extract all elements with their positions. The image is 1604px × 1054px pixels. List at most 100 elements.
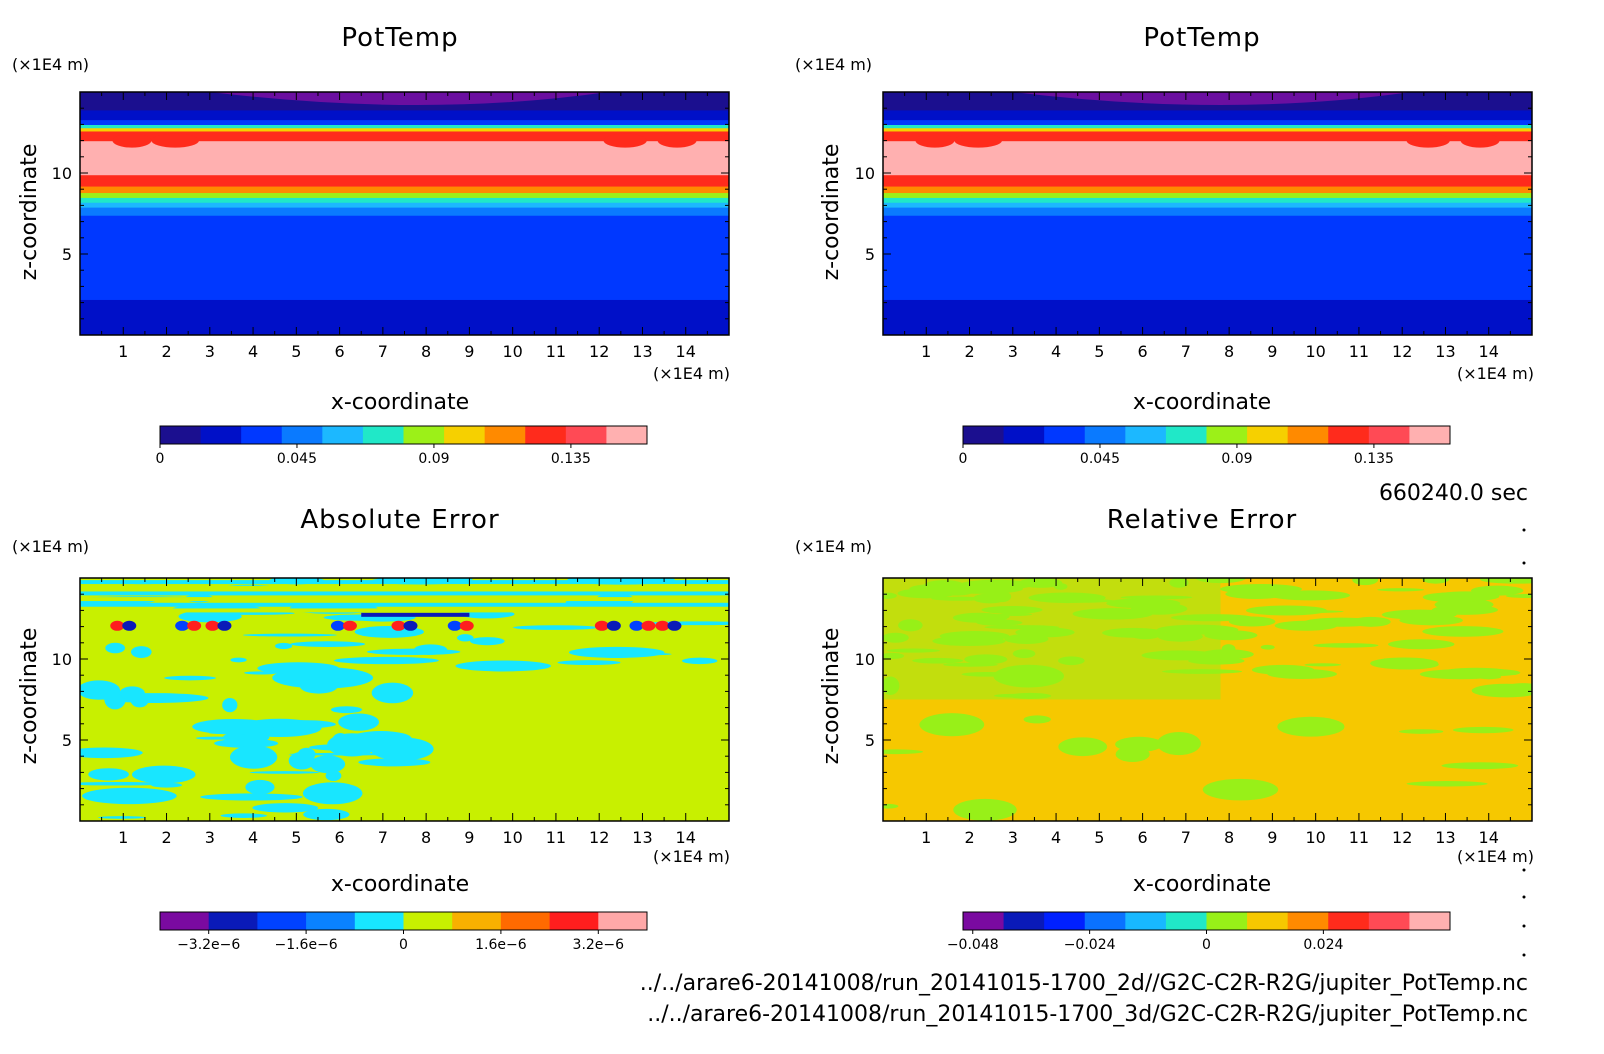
panel-1-bump — [112, 133, 152, 148]
panel-4-y-unit: (×1E4 m) — [795, 537, 872, 556]
panel-1-y-unit: (×1E4 m) — [12, 55, 89, 74]
panel-2-x-label: x-coordinate — [1133, 390, 1271, 415]
panel-1-layer — [80, 202, 729, 208]
panel-3-region — [220, 813, 267, 818]
panel-4-region — [1115, 736, 1164, 752]
panel-2-layer — [883, 185, 1532, 194]
panel-1-x-tick-label: 3 — [205, 342, 215, 361]
panel-3-region — [455, 660, 552, 672]
panel-2-bump — [915, 133, 955, 148]
panel-3-region — [358, 758, 431, 767]
panel-4-x-tick-label: 8 — [1224, 828, 1234, 847]
panel-3-region — [288, 752, 394, 756]
panel-3-region — [557, 660, 621, 666]
panel-3-region — [275, 642, 293, 650]
panel-3-region — [164, 675, 216, 681]
panel-4-colorbar-label: 0.024 — [1303, 937, 1343, 953]
panel-3-region — [568, 646, 665, 658]
panel-3-dipole — [594, 620, 609, 631]
panel-3-region — [222, 697, 238, 713]
panel-2-colorbar-label: 0 — [959, 451, 968, 467]
panel-2-y-label: z-coordinate — [819, 144, 844, 281]
panel-3-x-tick-label: 5 — [291, 828, 301, 847]
panel-3-field — [80, 578, 729, 821]
panel-4-region — [1277, 716, 1345, 737]
panel-4-top-region — [1246, 605, 1327, 616]
panel-4-region — [1260, 644, 1275, 650]
panel-2-x-tick-label: 11 — [1349, 342, 1369, 361]
panel-4-left-region — [883, 578, 1221, 700]
panel-3-dipole — [110, 620, 125, 631]
panel-4-top-region — [1431, 593, 1480, 604]
panel-1-x-tick-label: 7 — [378, 342, 388, 361]
panel-3-colorbar-swatch — [306, 912, 356, 930]
panel-3-dipole — [122, 620, 137, 631]
panel-3-stripe — [80, 580, 729, 585]
panel-1-x-tick-label: 6 — [335, 342, 345, 361]
panel-4-region — [919, 713, 985, 737]
panel-1-colorbar-frame — [159, 425, 648, 445]
panel-3-dipole — [175, 620, 190, 631]
panel-2-layer — [883, 299, 1532, 335]
panel-1-colorbar-swatch — [241, 426, 283, 444]
panel-2-colorbar-frame — [962, 425, 1451, 445]
panel-3-region — [131, 765, 196, 784]
panel-3-x-tick-label: 10 — [502, 828, 522, 847]
panel-3-title: Absolute Error — [300, 505, 499, 535]
panel-4-title: Relative Error — [1107, 505, 1298, 535]
panel-2-x-tick-label: 4 — [1051, 342, 1061, 361]
panel-3-x-label: x-coordinate — [331, 872, 469, 897]
panel-3-dipole — [459, 620, 474, 631]
panel-3-region — [230, 745, 278, 769]
panel-1-x-tick-label: 4 — [248, 342, 258, 361]
panel-4-top-region — [1274, 620, 1338, 631]
panel-3-colorbar-swatch — [208, 912, 258, 930]
panel-3-x-unit: (×1E4 m) — [653, 847, 730, 866]
panel-1-x-tick-label: 13 — [632, 342, 652, 361]
panel-3-region — [469, 637, 505, 646]
panel-3-x-tick-label: 14 — [676, 828, 696, 847]
panel-1-colorbar-label: 0.045 — [277, 451, 317, 467]
panel-2-colorbar-label: 0.045 — [1080, 451, 1120, 467]
panel-4-region — [1452, 726, 1514, 734]
panel-3-dipole — [403, 620, 418, 631]
panel-3-region — [330, 706, 363, 714]
panel-4-x-tick-label: 6 — [1138, 828, 1148, 847]
panel-1-field — [80, 92, 729, 335]
panel-2-y-tick-label: 5 — [865, 245, 875, 264]
panel-3-colorbar-label: 1.6e−6 — [475, 937, 527, 953]
panel-1-x-tick-label: 12 — [589, 342, 609, 361]
panel-1-x-tick-label: 14 — [676, 342, 696, 361]
panel-3-dipole — [205, 620, 220, 631]
panel-3-region — [371, 682, 414, 704]
panel-3-colorbar-swatch — [257, 912, 307, 930]
panel-2-x-tick-label: 3 — [1008, 342, 1018, 361]
panel-3-region — [242, 633, 337, 637]
panel-2-bump — [1406, 133, 1450, 148]
edge-dot — [1522, 953, 1526, 957]
panel-1-colorbar-swatch — [444, 426, 486, 444]
panel-3-stripe — [80, 608, 729, 613]
panel-3-region — [303, 808, 350, 821]
panel-2-layer — [883, 197, 1532, 203]
panel-4-region — [1023, 715, 1051, 724]
panel-2-layer — [883, 207, 1532, 216]
panel-3-stripe — [80, 602, 729, 607]
panel-1-colorbar-label: 0.135 — [551, 451, 591, 467]
panel-4-colorbar-swatch — [1206, 912, 1248, 930]
panel-1-bump — [603, 133, 647, 148]
panel-3-x-tick-label: 12 — [589, 828, 609, 847]
panel-3-x-tick-label: 11 — [546, 828, 566, 847]
panel-2-layer — [883, 124, 1532, 129]
panel-1-x-unit: (×1E4 m) — [653, 364, 730, 383]
panel-3-x-tick-label: 3 — [205, 828, 215, 847]
panel-4-region — [1422, 626, 1504, 637]
panel-3-region — [192, 718, 275, 735]
panel-4-x-tick-label: 3 — [1008, 828, 1018, 847]
panel-4-colorbar-label: −0.048 — [947, 937, 999, 953]
panel-1-layer — [80, 192, 729, 198]
panel-2-layer — [883, 202, 1532, 208]
panel-2-colorbar-swatch — [1328, 426, 1370, 444]
panel-4-region — [1202, 778, 1279, 801]
panel-1-x-tick-label: 2 — [161, 342, 171, 361]
